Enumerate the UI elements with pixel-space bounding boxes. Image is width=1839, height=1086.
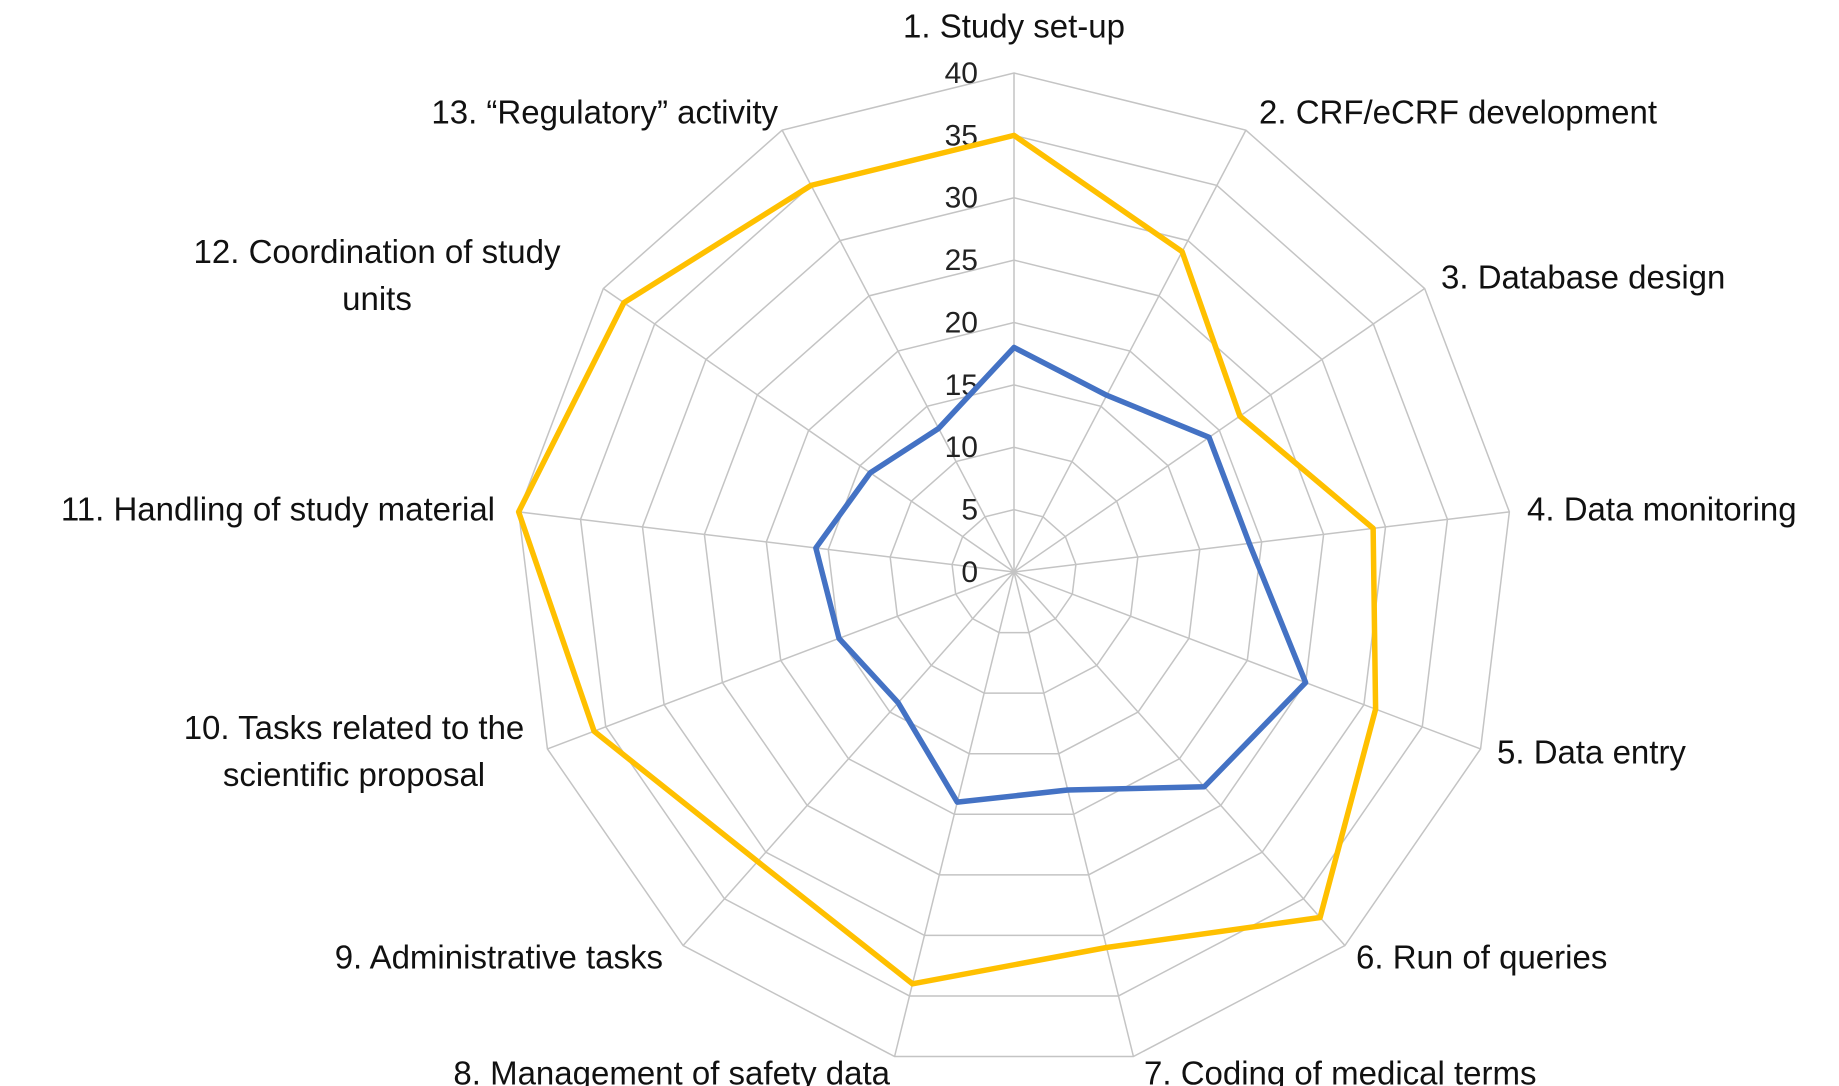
category-label: 8. Management of safety data [453,1054,890,1086]
spoke [781,129,1015,573]
category-label: 6. Run of queries [1356,938,1608,976]
tick-label: 5 [961,494,978,527]
tick-label: 0 [961,556,978,589]
series-line [515,132,1379,987]
category-label: 12. Coordination of study units [193,233,561,317]
spoke [602,287,1015,573]
category-label: 4. Data monitoring [1527,490,1797,528]
spoke [1013,129,1247,573]
grid-ring [703,259,1325,876]
spoke [1013,511,1510,573]
spoke [893,571,1015,1057]
category-label: 1. Study set-up [903,7,1125,45]
tick-label: 20 [945,306,978,339]
spoke [1013,571,1481,750]
grid-ring [579,134,1449,997]
grid-ring [951,508,1077,634]
spoke [682,571,1015,947]
spoke [547,571,1015,750]
spoke [1013,571,1135,1057]
category-label: 5. Data entry [1497,733,1686,771]
grid-ring [827,384,1201,755]
spoke [518,511,1015,573]
grid-ring [765,321,1263,815]
spoke [1013,287,1426,573]
category-label: 13. “Regulatory” activity [431,93,778,131]
tick-label: 10 [945,431,978,464]
tick-label: 40 [945,57,978,90]
grid-ring [517,72,1511,1058]
grid-ring [889,446,1139,694]
category-label: 7. Coding of medical terms [1144,1054,1537,1086]
grid-ring [641,196,1387,937]
category-label: 11. Handling of study material [60,490,495,528]
spoke [1013,571,1346,947]
category-label: 10. Tasks related to the scientific prop… [183,709,525,793]
series-line [813,344,1309,805]
tick-label: 15 [945,369,978,402]
category-label: 2. CRF/eCRF development [1259,93,1657,131]
tick-label: 25 [945,244,978,277]
category-label: 3. Database design [1441,258,1726,296]
category-label: 9. Administrative tasks [334,938,663,976]
tick-label: 30 [945,182,978,215]
